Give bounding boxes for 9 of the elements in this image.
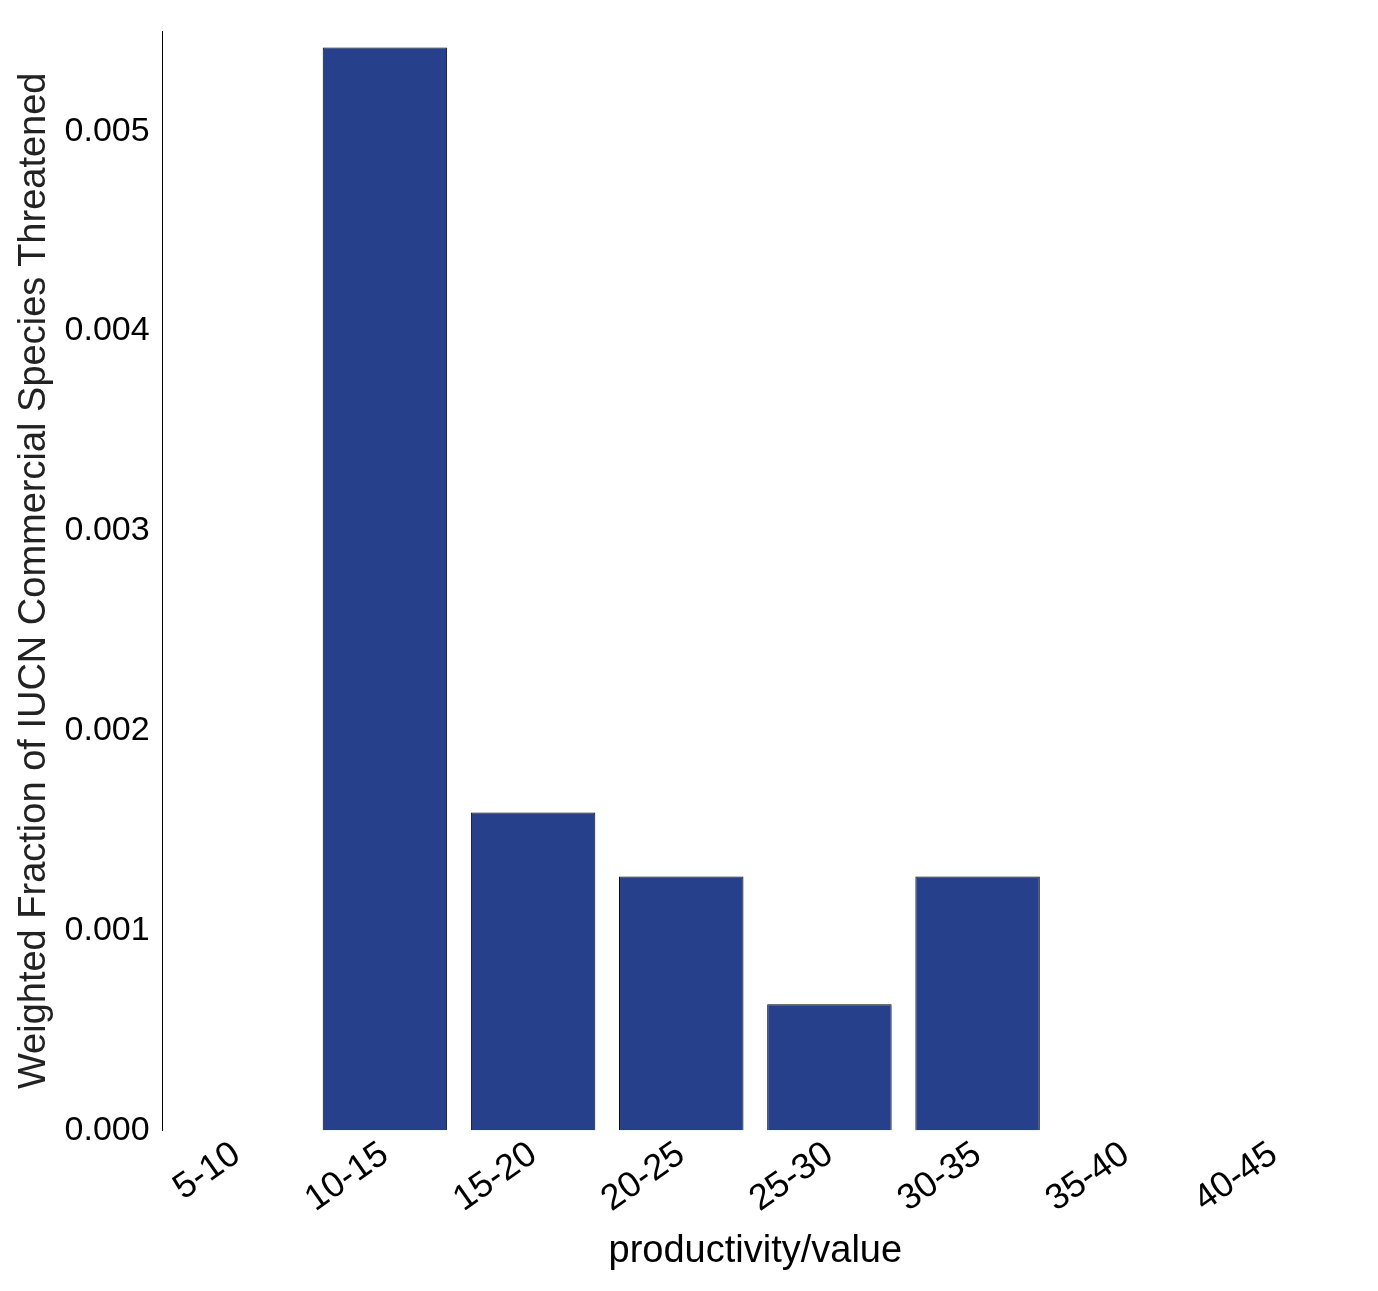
y-tick-label: 0.005 <box>64 109 150 148</box>
y-tick-label: 0.003 <box>64 509 150 548</box>
x-axis-title: productivity/value <box>608 1227 903 1270</box>
y-axis-title: Weighted Fraction of IUCN Commercial Species Threatened <box>11 72 54 1090</box>
y-tick-label: 0.000 <box>64 1108 150 1147</box>
y-tick-label: 0.001 <box>64 908 150 947</box>
x-tick-label: 5-10 <box>164 1131 248 1207</box>
y-tick-label: 0.004 <box>64 309 150 348</box>
y-tick-label: 0.002 <box>64 709 150 748</box>
